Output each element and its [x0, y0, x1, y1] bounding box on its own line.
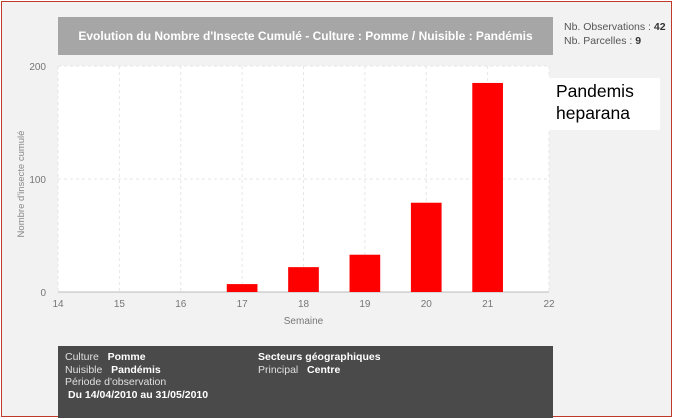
x-tick-label: 16 — [175, 299, 187, 310]
parcelles-label: Nb. Parcelles : — [564, 35, 633, 47]
x-tick-label: 20 — [421, 299, 433, 310]
x-tick-label: 17 — [237, 299, 249, 310]
sectors-label-text: Secteurs géographiques — [258, 351, 381, 363]
x-tick-label: 14 — [52, 299, 64, 310]
bar — [472, 82, 503, 292]
observations-line: Nb. Observations : 42 — [564, 20, 666, 34]
nuisible-label: Nuisible — [65, 363, 103, 376]
info-column-right: Secteurs géographiques Principal Centre — [258, 351, 381, 376]
x-tick-label: 15 — [114, 299, 126, 310]
species-label: Pandemis heparana — [540, 78, 660, 130]
principal-value: Centre — [307, 363, 341, 376]
bar — [349, 254, 381, 292]
parcelles-value: 9 — [635, 35, 642, 47]
y-axis-label: Nombre d'insecte cumulé — [16, 131, 27, 238]
culture-label: Culture — [65, 351, 99, 363]
nuisible-line: Nuisible Pandémis — [65, 364, 208, 377]
observations-label: Nb. Observations : — [564, 21, 651, 33]
x-tick-label: 21 — [482, 299, 494, 310]
info-column-left: Culture Pomme Nuisible Pandémis Période … — [65, 351, 208, 401]
principal-label: Principal — [258, 363, 299, 376]
period-label: Période d'observation — [65, 376, 167, 388]
x-axis-label: Semaine — [284, 316, 324, 327]
y-tick-label: 100 — [29, 175, 46, 186]
bar — [288, 267, 319, 292]
principal-line: Principal Centre — [258, 364, 381, 377]
info-panel: Culture Pomme Nuisible Pandémis Période … — [58, 346, 553, 418]
x-tick-label: 18 — [298, 299, 310, 310]
parcelles-line: Nb. Parcelles : 9 — [564, 34, 666, 48]
period-value: Du 14/04/2010 au 31/05/2010 — [68, 388, 209, 401]
culture-value: Pomme — [107, 351, 146, 363]
observations-value: 42 — [653, 21, 666, 33]
bar — [410, 202, 442, 292]
x-tick-label: 19 — [359, 299, 371, 310]
species-label-line2: heparana — [556, 103, 630, 123]
nuisible-value: Pandémis — [111, 363, 161, 376]
x-tick-label: 22 — [543, 299, 555, 310]
y-tick-label: 0 — [40, 288, 46, 299]
stats-panel: Nb. Observations : 42 Nb. Parcelles : 9 — [564, 20, 666, 48]
bar — [226, 284, 258, 292]
culture-line: Culture Pomme — [65, 351, 208, 364]
chart-title: Evolution du Nombre d'Insecte Cumulé - C… — [58, 17, 553, 55]
y-tick-label: 200 — [29, 62, 46, 73]
chart-title-text: Evolution du Nombre d'Insecte Cumulé - C… — [78, 29, 533, 43]
sectors-label: Secteurs géographiques — [258, 351, 381, 364]
species-label-line1: Pandemis — [556, 81, 634, 101]
